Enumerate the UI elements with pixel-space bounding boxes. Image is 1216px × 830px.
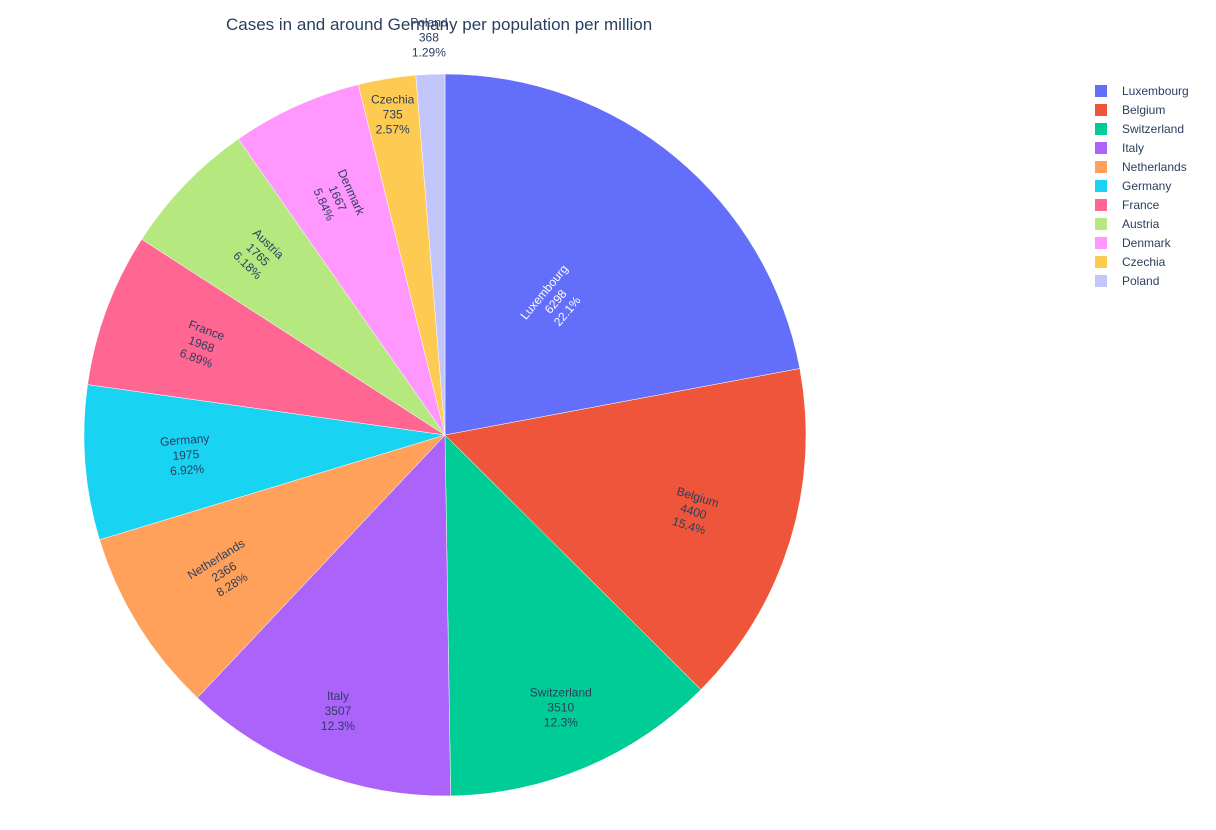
legend-item-italy[interactable]: Italy bbox=[1095, 138, 1189, 157]
legend-swatch bbox=[1095, 84, 1107, 97]
legend-label: Belgium bbox=[1122, 102, 1166, 117]
legend: Luxembourg Belgium Switzerland Italy Netherl… bbox=[1095, 81, 1189, 290]
slice-name: Italy bbox=[327, 689, 349, 703]
slice-name: Germany bbox=[160, 431, 210, 449]
legend-label: France bbox=[1122, 197, 1160, 212]
legend-item-france[interactable]: France bbox=[1095, 195, 1189, 214]
legend-label: Luxembourg bbox=[1122, 83, 1189, 98]
legend-swatch bbox=[1095, 217, 1107, 230]
pie-slice-switzerland[interactable] bbox=[444, 434, 702, 797]
pie-slice-luxembourg[interactable] bbox=[444, 73, 801, 436]
legend-swatch bbox=[1095, 160, 1107, 173]
legend-item-czechia[interactable]: Czechia bbox=[1095, 252, 1189, 271]
legend-label: Italy bbox=[1122, 140, 1145, 155]
slice-value: 1975 bbox=[172, 447, 200, 463]
slice-percent: 12.3% bbox=[544, 715, 578, 729]
legend-swatch bbox=[1095, 236, 1107, 249]
slice-value: 735 bbox=[383, 107, 403, 121]
legend-item-belgium[interactable]: Belgium bbox=[1095, 100, 1189, 119]
legend-label: Germany bbox=[1122, 178, 1172, 193]
legend-item-netherlands[interactable]: Netherlands bbox=[1095, 157, 1189, 176]
legend-label: Switzerland bbox=[1122, 121, 1185, 136]
legend-swatch bbox=[1095, 141, 1107, 154]
slice-percent: 1.29% bbox=[412, 45, 446, 59]
slice-value: 3510 bbox=[547, 700, 574, 714]
legend-swatch bbox=[1095, 179, 1107, 192]
legend-swatch bbox=[1095, 103, 1107, 116]
legend-label: Denmark bbox=[1122, 235, 1171, 250]
pie-slice-austria[interactable] bbox=[141, 138, 446, 436]
slice-percent: 12.3% bbox=[321, 719, 355, 733]
legend-label: Poland bbox=[1122, 273, 1160, 288]
legend-swatch bbox=[1095, 255, 1107, 268]
slice-value: 3507 bbox=[325, 704, 352, 718]
pie-slice-denmark[interactable] bbox=[238, 84, 446, 436]
pie-slice-netherlands[interactable] bbox=[99, 434, 446, 699]
legend-item-denmark[interactable]: Denmark bbox=[1095, 233, 1189, 252]
slice-percent: 6.92% bbox=[170, 462, 205, 479]
slice-percent: 2.57% bbox=[376, 122, 410, 136]
pie-slice-belgium[interactable] bbox=[444, 368, 807, 690]
pie-slice-germany[interactable] bbox=[83, 384, 446, 541]
legend-item-germany[interactable]: Germany bbox=[1095, 176, 1189, 195]
slice-value: 368 bbox=[419, 30, 439, 44]
chart-title: Cases in and around Germany per populati… bbox=[226, 15, 653, 34]
slice-name: Czechia bbox=[371, 92, 415, 106]
pie-slice-italy[interactable] bbox=[197, 434, 451, 797]
legend-label: Czechia bbox=[1122, 254, 1166, 269]
legend-item-austria[interactable]: Austria bbox=[1095, 214, 1189, 233]
legend-item-luxembourg[interactable]: Luxembourg bbox=[1095, 81, 1189, 100]
legend-swatch bbox=[1095, 198, 1107, 211]
legend-label: Netherlands bbox=[1122, 159, 1187, 174]
legend-label: Austria bbox=[1122, 216, 1160, 231]
legend-swatch bbox=[1095, 122, 1107, 135]
legend-item-poland[interactable]: Poland bbox=[1095, 271, 1189, 290]
pie-slice-france[interactable] bbox=[87, 238, 446, 436]
slice-name: Poland bbox=[410, 15, 447, 29]
slice-name: Switzerland bbox=[530, 685, 592, 699]
pie-slice-poland[interactable] bbox=[415, 73, 446, 436]
legend-swatch bbox=[1095, 274, 1107, 287]
legend-item-switzerland[interactable]: Switzerland bbox=[1095, 119, 1189, 138]
